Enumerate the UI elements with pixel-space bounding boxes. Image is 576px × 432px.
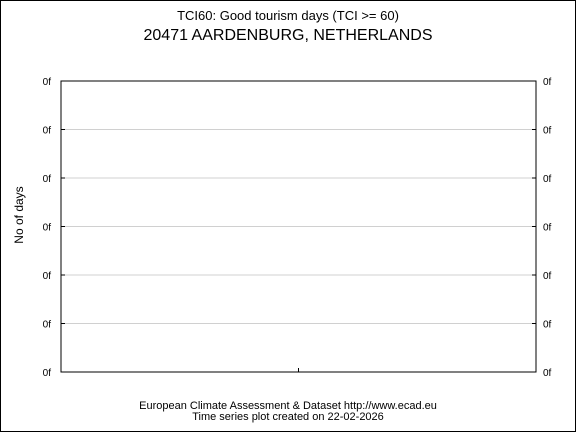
y-tick-label-left: 0f [43, 271, 52, 282]
y-tick-label-right: 0f [543, 223, 552, 234]
y-tick-label-left: 0f [43, 174, 52, 185]
y-tick-label-left: 0f [43, 223, 52, 234]
footer-created: Time series plot created on 22-02-2026 [192, 411, 384, 423]
chart-title: TCI60: Good tourism days (TCI >= 60) [177, 8, 399, 23]
y-tick-label-right: 0f [543, 77, 552, 88]
plot-border [60, 80, 537, 373]
y-tick-label-right: 0f [543, 271, 552, 282]
y-tick-label-left: 0f [43, 368, 52, 379]
y-tick-label-right: 0f [543, 174, 552, 185]
y-tick-label-right: 0f [543, 126, 552, 137]
y-tick-label-left: 0f [43, 320, 52, 331]
footer-source: European Climate Assessment & Dataset ht… [139, 400, 437, 412]
y-tick-label-left: 0f [43, 77, 52, 88]
chart-subtitle: 20471 AARDENBURG, NETHERLANDS [143, 27, 433, 44]
y-tick-label-right: 0f [543, 320, 552, 331]
y-tick-label-left: 0f [43, 126, 52, 137]
y-tick-label-right: 0f [543, 368, 552, 379]
